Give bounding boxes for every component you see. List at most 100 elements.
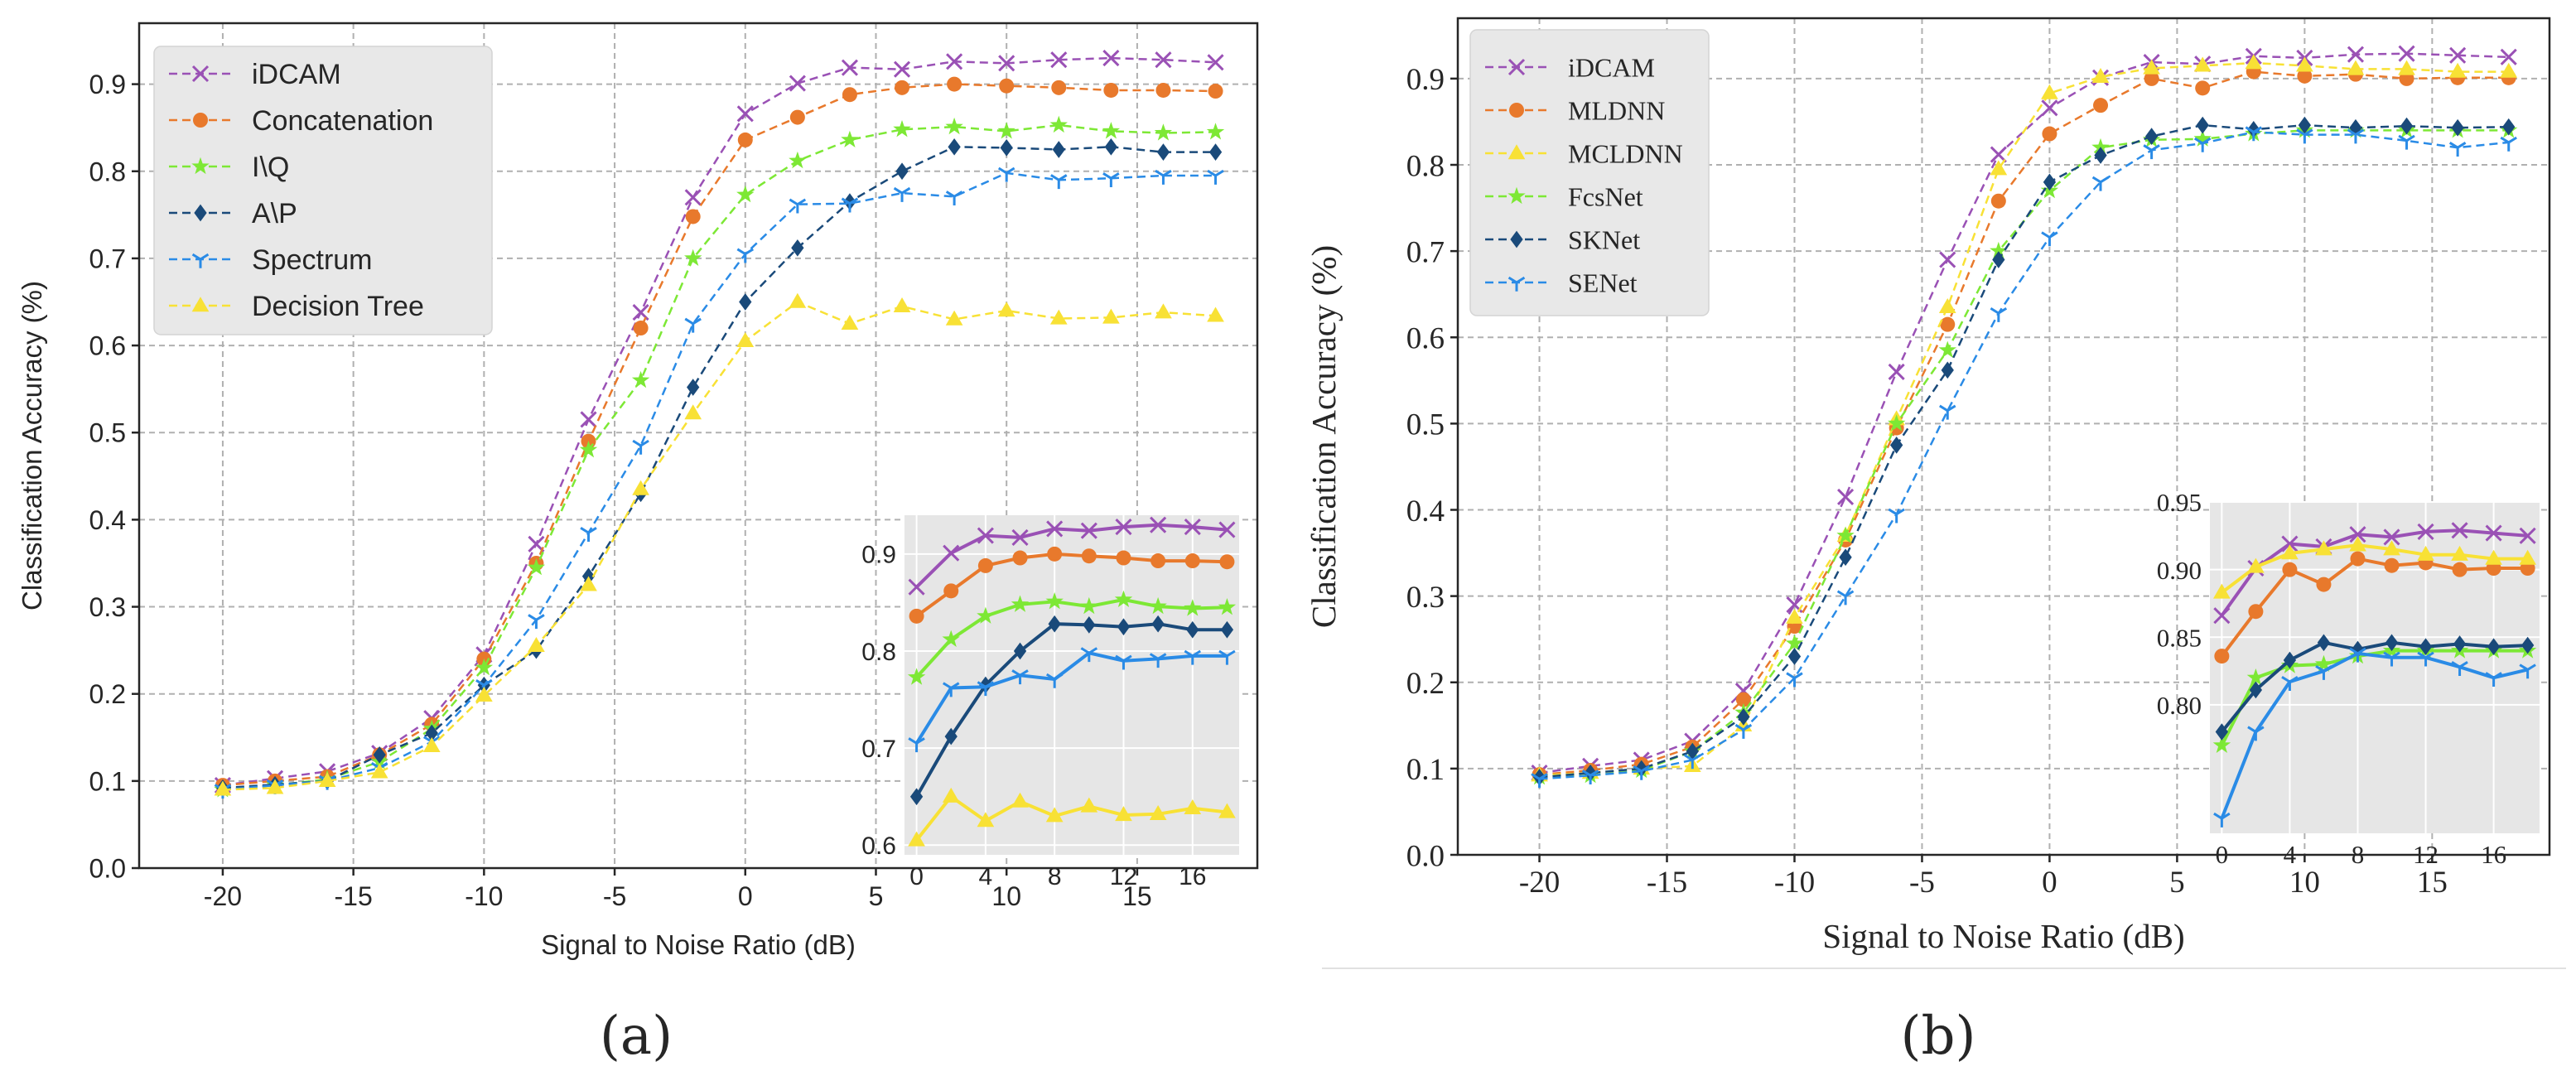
- data-point: [1102, 172, 1120, 187]
- data-point: [1581, 770, 1599, 785]
- inset-data-point: [2453, 635, 2467, 653]
- legend: iDCAM Concatenation I\Q A\P Spectrum Decision…: [153, 46, 493, 335]
- data-point: [1156, 143, 1170, 161]
- inset-data-point: [979, 676, 992, 694]
- legend-marker: [193, 113, 208, 128]
- inset-series-idcam: [908, 516, 1236, 596]
- inset-data-point: [2419, 638, 2433, 656]
- inset-data-point: [2485, 672, 2502, 688]
- legend-item: iDCAM: [1485, 53, 1655, 83]
- y-tick-label: 0.7: [89, 244, 126, 273]
- inset-series-concatenation: [909, 546, 1235, 624]
- data-point: [1052, 141, 1065, 158]
- data-point: [789, 198, 807, 214]
- inset-data-point: [1117, 618, 1131, 636]
- data-point: [893, 60, 911, 78]
- data-point: [999, 78, 1015, 94]
- data-point: [2247, 120, 2260, 138]
- data-point: [895, 162, 909, 181]
- legend-item: FcsNet: [1485, 182, 1643, 212]
- data-point: [998, 55, 1015, 72]
- data-point: [997, 166, 1015, 182]
- inset-data-point: [1045, 807, 1064, 823]
- y-tick-label: 0.5: [89, 418, 126, 448]
- inset-data-point: [1218, 649, 1236, 665]
- inset-data-point: [942, 787, 960, 803]
- inset-series-line: [915, 552, 1228, 618]
- inset-data-point: [2519, 663, 2536, 679]
- series-line: [222, 123, 1216, 791]
- y-tick-label: 0.9: [1406, 63, 1445, 97]
- data-point: [684, 248, 702, 266]
- legend-marker: [194, 204, 207, 222]
- data-point: [373, 745, 386, 764]
- inset-series-group: [907, 516, 1237, 847]
- inset-data-point: [1151, 615, 1165, 633]
- inset-data-point: [2519, 549, 2536, 565]
- data-point: [2144, 128, 2159, 145]
- legend-box: [153, 46, 493, 335]
- y-tick-label: 0.8: [1406, 149, 1445, 183]
- legend-item: SENet: [1485, 268, 1638, 298]
- chart-panel-b: -20 -15 -10 -5 0 5 10 15 0.0 0.1 0.2 0.3 0.4 0.5 0.6 0.…: [1305, 17, 2551, 1067]
- inset-data-point: [907, 668, 926, 685]
- data-point: [2193, 129, 2212, 147]
- data-point: [370, 763, 388, 779]
- inset-data-point: [908, 578, 925, 596]
- x-axis-label: Signal to Noise Ratio (dB): [1822, 917, 2184, 955]
- inset-data-point: [2384, 557, 2400, 573]
- y-tick-label: 0.9: [89, 70, 126, 99]
- legend-label: SKNet: [1568, 225, 1640, 255]
- data-point: [2398, 60, 2415, 75]
- legend-label: iDCAM: [252, 59, 341, 90]
- inset-data-point: [2451, 545, 2468, 561]
- inset-data-point: [2317, 634, 2331, 652]
- x-tick-label: 10: [991, 881, 1021, 911]
- inset-data-point: [1184, 599, 1202, 616]
- inset-data-point: [2417, 523, 2434, 540]
- inset-series-group: [2212, 522, 2537, 828]
- inset-y-tick-label: 0.85: [2157, 623, 2202, 652]
- data-point: [1990, 241, 2008, 259]
- inset-series-mcldnn: [2213, 536, 2536, 599]
- inset-data-point: [2316, 577, 2332, 592]
- legend-marker: [1510, 230, 1523, 248]
- inset-data-point: [1220, 620, 1234, 639]
- series-decision-tree: [214, 292, 1224, 796]
- y-tick-label: 0.5: [1406, 408, 1445, 442]
- x-tick-label: -5: [1909, 866, 1935, 900]
- series-line: [222, 83, 1216, 787]
- series-senet: [1531, 126, 2517, 789]
- data-point: [2144, 70, 2159, 86]
- data-point: [1735, 692, 1751, 707]
- inset-data-point: [1011, 595, 1030, 612]
- y-tick-label: 0.8: [89, 157, 126, 186]
- data-point: [2193, 137, 2212, 152]
- data-point: [789, 292, 807, 308]
- inset-data-point: [2315, 540, 2332, 556]
- series-line: [222, 56, 1216, 787]
- data-point: [736, 332, 755, 348]
- inset-data-point: [2215, 723, 2229, 741]
- inset-data-point: [1184, 799, 1202, 814]
- data-point: [2091, 138, 2110, 156]
- legend-marker: [191, 253, 210, 268]
- inset-series-line: [2220, 557, 2528, 658]
- inset-x-tick-label: 12: [2413, 840, 2439, 869]
- legend-marker: [1507, 144, 1526, 160]
- inset-data-point: [2213, 607, 2231, 625]
- series-line: [1539, 70, 2509, 776]
- data-point: [843, 193, 856, 210]
- series-line: [222, 146, 1216, 789]
- data-point: [1531, 773, 1548, 789]
- inset-data-point: [1048, 615, 1061, 633]
- data-point: [1049, 115, 1068, 133]
- data-point: [475, 658, 494, 676]
- inset-x-tick-label: 0: [2216, 840, 2229, 869]
- data-point: [945, 191, 963, 206]
- data-point: [1684, 754, 1701, 770]
- inset-data-point: [2281, 676, 2299, 691]
- inset-series-line: [914, 651, 1228, 745]
- inset-background: [904, 515, 1239, 855]
- data-point: [2500, 48, 2517, 65]
